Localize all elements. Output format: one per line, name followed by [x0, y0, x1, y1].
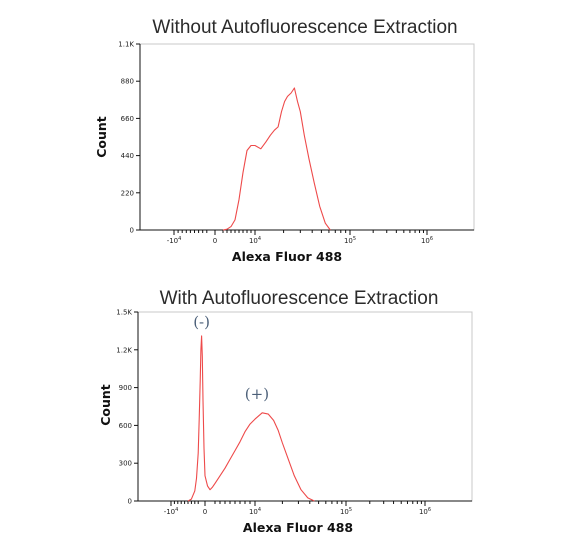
y-tick-label: 1.2K — [116, 346, 132, 354]
y-tick-label: 300 — [119, 460, 132, 468]
x-tick-base: 10 — [421, 237, 430, 245]
x-tick-base: 10 — [249, 508, 258, 516]
x-tick-base: 10 — [419, 508, 428, 516]
y-tick-label: 600 — [119, 422, 132, 430]
histogram-line — [187, 335, 315, 502]
x-tick-base: 10 — [344, 237, 353, 245]
y-tick-label: 1.5K — [116, 309, 132, 317]
y-tick-label: 220 — [121, 189, 134, 197]
x-tick-label: -104 — [164, 507, 179, 516]
x-tick-label: 106 — [421, 236, 433, 245]
bottom-histogram-panel: With Autofluorescence Extraction 0 300 600… — [98, 288, 473, 535]
x-tick-base: 10 — [249, 237, 258, 245]
chart-title: Without Autofluorescence Extraction — [152, 17, 457, 38]
negative-population-label: (-) — [193, 313, 210, 331]
x-tick-exponent: 6 — [430, 236, 433, 242]
x-axis-label: Alexa Fluor 488 — [243, 520, 353, 535]
y-tick-label: 880 — [121, 78, 134, 86]
histogram-line — [222, 87, 331, 231]
x-tick-label: 105 — [344, 236, 356, 245]
x-tick-exponent: 5 — [349, 507, 352, 513]
plot-frame — [139, 43, 475, 231]
x-tick-label: 104 — [249, 507, 261, 516]
y-tick-label: 660 — [121, 115, 134, 123]
x-tick-exponent: 4 — [178, 236, 181, 242]
x-tick-base: 0 — [203, 508, 207, 516]
positive-population-label: (+) — [245, 385, 269, 403]
y-tick-label: 1.1K — [118, 41, 134, 49]
x-tick-exponent: 5 — [353, 236, 356, 242]
x-tick-exponent: 4 — [258, 236, 261, 242]
y-tick-label: 900 — [119, 384, 132, 392]
top-histogram-panel: Without Autofluorescence Extraction 0 220… — [94, 17, 475, 264]
x-tick-exponent: 4 — [175, 507, 178, 513]
x-tick-label: 104 — [249, 236, 261, 245]
y-tick-label: 0 — [128, 498, 132, 506]
x-tick-label: -104 — [167, 236, 182, 245]
x-tick-base: 0 — [213, 237, 217, 245]
plot-frame — [137, 311, 473, 502]
x-tick-exponent: 4 — [258, 507, 261, 513]
x-tick-label: 106 — [419, 507, 431, 516]
x-tick-exponent: 6 — [428, 507, 431, 513]
x-tick-label: 105 — [340, 507, 352, 516]
y-axis-label: Count — [98, 384, 113, 426]
y-tick-label: 0 — [130, 227, 134, 235]
x-tick-label: 0 — [213, 237, 217, 245]
y-tick-label: 440 — [121, 152, 134, 160]
x-axis-label: Alexa Fluor 488 — [232, 249, 342, 264]
x-tick-base: 10 — [340, 508, 349, 516]
x-tick-base: -10 — [167, 237, 178, 245]
annotation-group: (-) (+) — [193, 313, 269, 403]
x-tick-base: -10 — [164, 508, 175, 516]
chart-title: With Autofluorescence Extraction — [160, 288, 439, 309]
y-axis-label: Count — [94, 116, 109, 158]
x-tick-label: 0 — [203, 508, 207, 516]
